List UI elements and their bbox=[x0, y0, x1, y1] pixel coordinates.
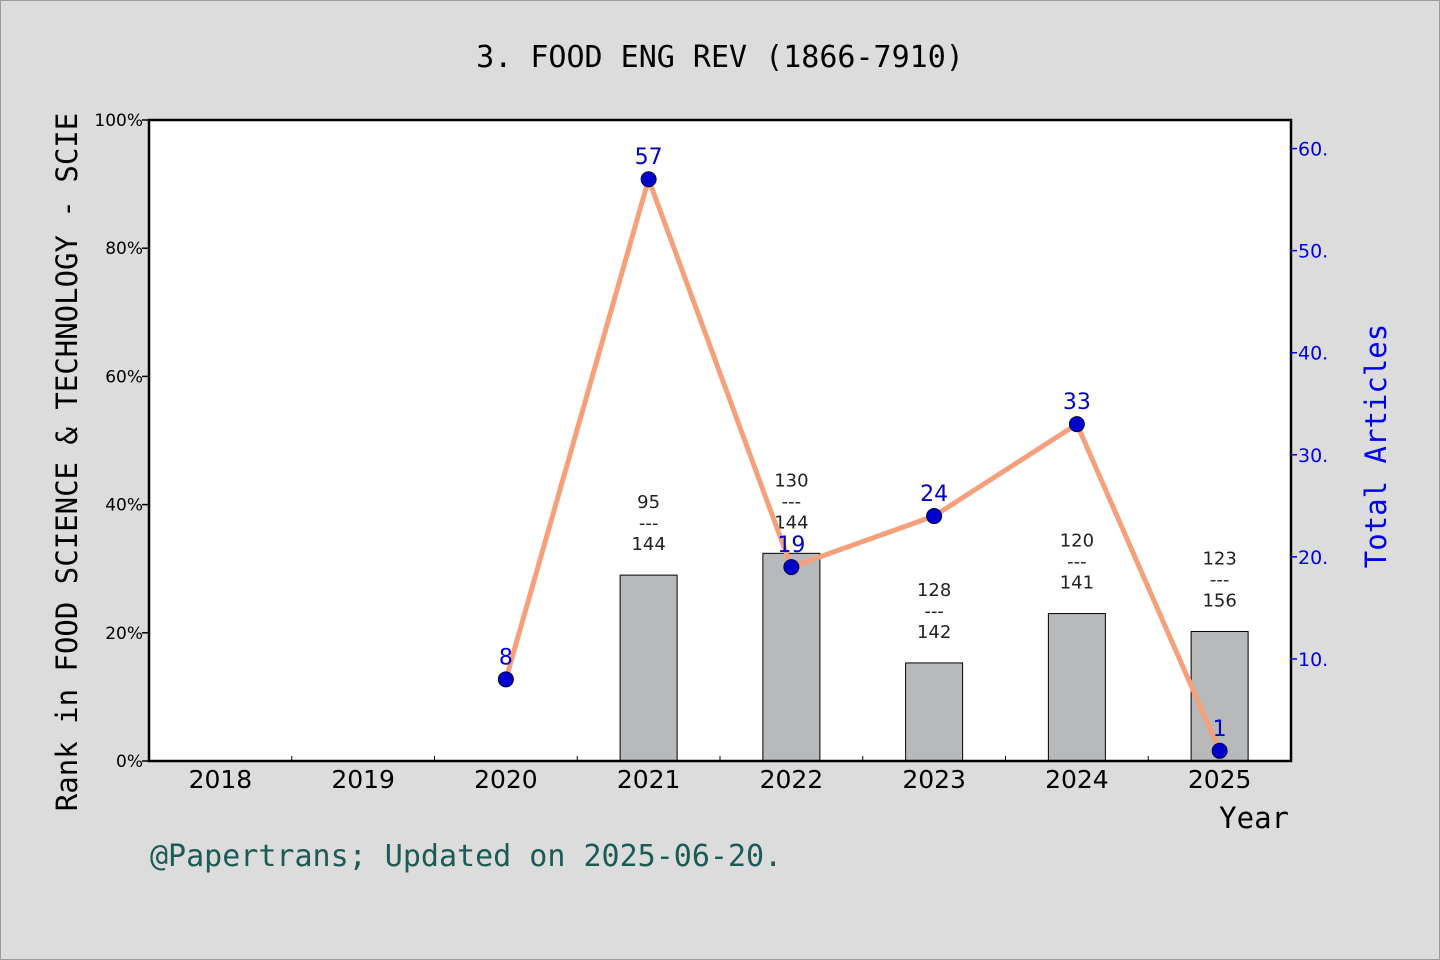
x-tick-label-2023: 2023 bbox=[902, 765, 966, 794]
x-tick-label-2022: 2022 bbox=[760, 765, 824, 794]
bar-divider-2022: --- bbox=[782, 491, 802, 512]
bar-2023 bbox=[905, 662, 964, 762]
y-axis-right-label: Total Articles bbox=[1359, 324, 1393, 568]
bar-rank-2022: 130 bbox=[774, 470, 808, 491]
bar-2021 bbox=[619, 574, 678, 762]
left-tick-label-0: 0% bbox=[116, 752, 143, 772]
bar-labels-layer: 95---144130---144128---142120---141123--… bbox=[631, 470, 1236, 643]
point-2024 bbox=[1068, 416, 1085, 433]
x-tick-label-2021: 2021 bbox=[617, 765, 681, 794]
left-tick-label-20: 20% bbox=[105, 624, 143, 644]
right-tick-label-40: 40. bbox=[1298, 343, 1328, 365]
left-tick-label-40: 40% bbox=[105, 496, 143, 516]
point-2023 bbox=[926, 508, 943, 525]
bar-total-2025: 156 bbox=[1202, 591, 1236, 612]
x-tick-label-2019: 2019 bbox=[331, 765, 395, 794]
point-label-2023: 24 bbox=[920, 482, 948, 507]
point-label-2024: 33 bbox=[1063, 390, 1091, 415]
point-label-2021: 57 bbox=[635, 145, 663, 170]
plot-area bbox=[149, 120, 1291, 761]
point-2020 bbox=[497, 671, 514, 688]
right-tick-label-50: 50. bbox=[1298, 241, 1328, 263]
left-axis: 0% 20% 40% 60% 80% 100% bbox=[94, 111, 149, 772]
point-2021 bbox=[640, 171, 657, 188]
x-tick-label-2024: 2024 bbox=[1045, 765, 1109, 794]
total-articles-line bbox=[503, 176, 1222, 752]
x-tick-label-2018: 2018 bbox=[189, 765, 253, 794]
point-label-2022: 19 bbox=[777, 533, 805, 558]
left-tick-label-80: 80% bbox=[105, 239, 143, 259]
x-axis: 2018 2019 2020 2021 2022 2023 2024 2025 bbox=[189, 756, 1252, 794]
right-tick-label-60: 60. bbox=[1298, 139, 1328, 161]
bar-rank-2024: 120 bbox=[1060, 531, 1094, 552]
point-2025 bbox=[1211, 742, 1228, 759]
footer-note: @Papertrans; Updated on 2025-06-20. bbox=[150, 839, 782, 874]
right-tick-label-10: 10. bbox=[1298, 649, 1328, 671]
point-2022 bbox=[783, 559, 800, 576]
line-layer: 8 57 19 24 33 1 bbox=[497, 145, 1228, 759]
bar-divider-2021: --- bbox=[639, 513, 659, 534]
bar-total-2021: 144 bbox=[631, 534, 665, 555]
right-tick-label-30: 30. bbox=[1298, 445, 1328, 467]
y-axis-left-label: Rank in FOOD SCIENCE & TECHNOLOGY - SCIE bbox=[50, 113, 84, 811]
bar-divider-2025: --- bbox=[1210, 570, 1230, 591]
x-tick-label-2020: 2020 bbox=[474, 765, 538, 794]
x-axis-label: Year bbox=[1219, 801, 1289, 835]
bar-rank-2023: 128 bbox=[917, 580, 951, 601]
left-tick-label-100: 100% bbox=[94, 111, 143, 131]
bar-rank-2021: 95 bbox=[637, 492, 660, 513]
x-tick-label-2025: 2025 bbox=[1188, 765, 1252, 794]
bar-2022 bbox=[762, 552, 821, 762]
bar-divider-2024: --- bbox=[1067, 552, 1087, 573]
bar-total-2024: 141 bbox=[1060, 573, 1094, 594]
right-tick-label-20: 20. bbox=[1298, 547, 1328, 569]
bar-total-2023: 142 bbox=[917, 622, 951, 643]
bar-rank-2025: 123 bbox=[1202, 549, 1236, 570]
point-label-2020: 8 bbox=[499, 645, 513, 670]
chart-title: 3. FOOD ENG REV (1866-7910) bbox=[476, 40, 964, 75]
bar-2024 bbox=[1047, 613, 1106, 762]
right-axis: 10. 20. 30. 40. 50. 60. bbox=[1291, 139, 1328, 671]
bar-total-2022: 144 bbox=[774, 512, 808, 533]
left-tick-label-60: 60% bbox=[105, 367, 143, 387]
point-label-2025: 1 bbox=[1213, 717, 1227, 742]
bar-divider-2023: --- bbox=[924, 601, 944, 622]
